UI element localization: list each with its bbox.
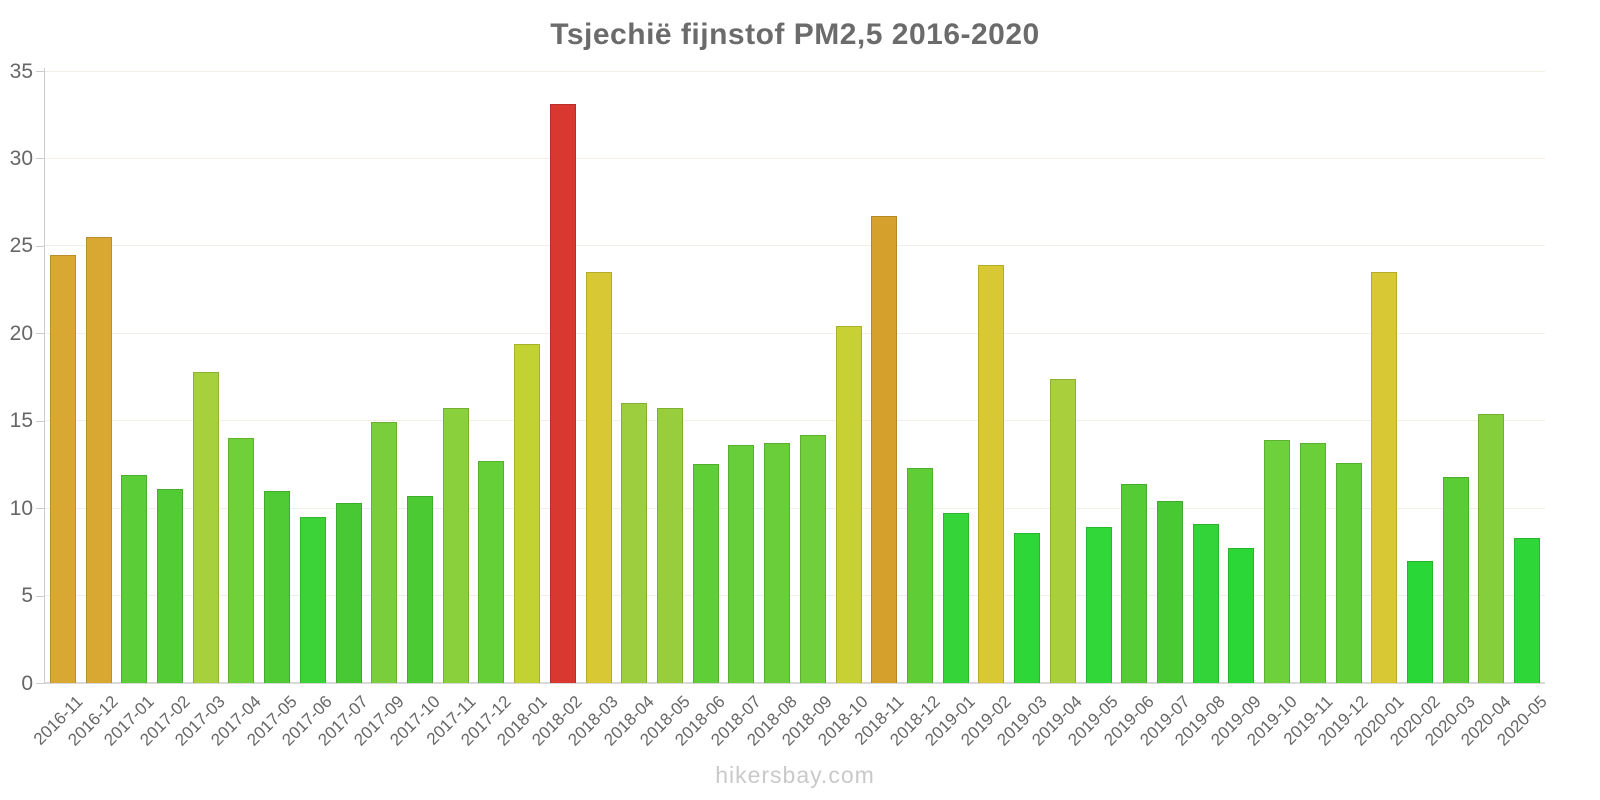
y-axis-tick (36, 683, 44, 684)
x-axis-baseline (45, 682, 1545, 684)
y-axis-label-30: 30 (9, 146, 33, 170)
bar-2019-08[interactable] (1192, 523, 1219, 683)
bar-2019-01[interactable] (942, 513, 969, 683)
bar-2018-01[interactable] (514, 343, 541, 683)
bar-2019-07[interactable] (1157, 501, 1183, 683)
chart-title: Tsjechië fijnstof PM2,5 2016-2020 (550, 18, 1040, 51)
y-axis-label-5: 5 (21, 584, 33, 608)
y-axis-label-0: 0 (21, 671, 33, 695)
bar-2019-05[interactable] (1085, 527, 1112, 683)
bar-2017-11[interactable] (442, 408, 469, 683)
gridline-15 (45, 420, 1545, 422)
y-axis-tick (36, 245, 44, 247)
y-axis-label-25: 25 (9, 234, 33, 258)
y-axis-line (44, 68, 45, 684)
gridline-25 (45, 245, 1545, 247)
bar-2019-10[interactable] (1264, 439, 1291, 683)
gridline-5 (45, 595, 1545, 597)
bar-2019-06[interactable] (1121, 483, 1148, 683)
bar-2018-10[interactable] (835, 326, 862, 683)
bar-2017-10[interactable] (407, 495, 433, 683)
bar-2020-04[interactable] (1478, 413, 1505, 683)
bar-2016-11[interactable] (49, 254, 76, 683)
y-axis-tick (36, 158, 44, 160)
y-axis-tick (36, 420, 44, 422)
bar-2020-05[interactable] (1514, 537, 1541, 683)
y-axis-label-35: 35 (9, 59, 33, 83)
bar-2018-05[interactable] (657, 408, 683, 683)
bar-2018-09[interactable] (799, 434, 826, 683)
y-axis-tick (36, 71, 44, 72)
bar-2017-02[interactable] (157, 488, 183, 683)
bar-2017-03[interactable] (192, 371, 219, 683)
y-axis-label-15: 15 (9, 409, 33, 433)
plot-area (45, 70, 1545, 684)
y-axis-tick (36, 508, 44, 510)
bar-2018-06[interactable] (692, 464, 719, 683)
bar-2018-04[interactable] (621, 403, 648, 683)
bar-2019-04[interactable] (1049, 378, 1076, 683)
bar-2017-07[interactable] (335, 502, 362, 683)
bar-2017-04[interactable] (228, 438, 255, 683)
bar-2018-03[interactable] (585, 272, 612, 683)
gridline-20 (45, 332, 1545, 334)
bar-2017-12[interactable] (478, 460, 505, 683)
bar-2018-08[interactable] (764, 443, 791, 683)
y-axis-tick (36, 333, 44, 335)
gridline-30 (45, 157, 1545, 159)
bar-2019-12[interactable] (1335, 462, 1362, 683)
bar-2017-01[interactable] (121, 474, 148, 683)
bar-2018-11[interactable] (871, 216, 898, 683)
bar-2016-12[interactable] (85, 237, 112, 683)
y-axis-label-10: 10 (9, 496, 33, 520)
gridline-35 (45, 70, 1545, 72)
bar-2019-11[interactable] (1299, 443, 1326, 683)
bar-2020-02[interactable] (1407, 560, 1433, 683)
bar-2020-03[interactable] (1442, 476, 1469, 683)
watermark: hikersbay.com (715, 762, 875, 788)
bar-2019-02[interactable] (978, 265, 1005, 683)
bar-2019-09[interactable] (1228, 548, 1255, 683)
bar-2018-07[interactable] (728, 445, 755, 683)
bar-2017-09[interactable] (371, 422, 398, 683)
y-axis-label-20: 20 (9, 321, 33, 345)
bar-2019-03[interactable] (1014, 532, 1041, 683)
bar-2018-12[interactable] (907, 467, 933, 683)
gridline-10 (45, 507, 1545, 509)
bar-2018-02[interactable] (549, 104, 576, 683)
y-axis-tick (36, 595, 44, 597)
bar-2020-01[interactable] (1371, 272, 1398, 683)
bar-2017-05[interactable] (264, 490, 291, 683)
bar-2017-06[interactable] (299, 516, 326, 683)
